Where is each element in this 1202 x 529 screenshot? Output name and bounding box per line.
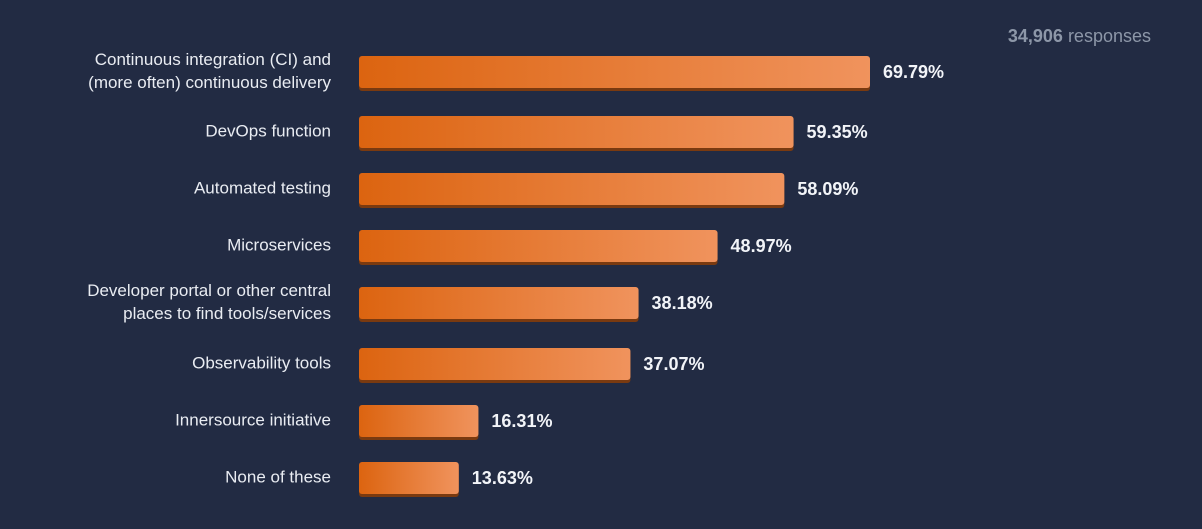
bar-row: Automated testing 58.09% [194, 173, 858, 208]
category-label-line: Automated testing [194, 178, 331, 197]
category-label-line: None of these [225, 467, 331, 486]
bar[interactable] [359, 287, 639, 319]
responses-count: 34,906 [1007, 26, 1063, 46]
responses-summary: 34,906 responses [1008, 26, 1151, 47]
value-label: 69.79% [883, 62, 944, 82]
category-label: None of these [225, 467, 331, 486]
bar-row: Microservices 48.97% [227, 230, 792, 265]
value-label: 59.35% [807, 122, 868, 142]
bar[interactable] [359, 462, 459, 494]
category-label-line: places to find tools/services [123, 304, 331, 323]
bar-row: Observability tools 37.07% [192, 348, 704, 383]
bar-row: Developer portal or other central places … [87, 281, 712, 323]
value-label: 38.18% [652, 293, 713, 313]
bar-row: Innersource initiative 16.31% [175, 405, 552, 440]
bar[interactable] [359, 405, 479, 437]
category-label-line: Microservices [227, 235, 331, 254]
category-label-line: Developer portal or other central [87, 281, 331, 300]
category-label-line: DevOps function [205, 121, 331, 140]
bars-layer: Continuous integration (CI) and (more oft… [87, 50, 944, 497]
bar-row: Continuous integration (CI) and (more oft… [88, 50, 944, 92]
bar[interactable] [359, 348, 631, 380]
value-label: 13.63% [472, 468, 533, 488]
bar-row: DevOps function 59.35% [205, 116, 868, 151]
category-label: Microservices [227, 235, 331, 254]
value-label: 16.31% [491, 411, 552, 431]
category-label: DevOps function [205, 121, 331, 140]
category-label-line: (more often) continuous delivery [88, 73, 331, 92]
category-label: Observability tools [192, 353, 331, 372]
bar[interactable] [359, 230, 718, 262]
category-label: Developer portal or other central places … [87, 281, 331, 323]
value-label: 58.09% [797, 179, 858, 199]
category-label: Automated testing [194, 178, 331, 197]
category-label: Innersource initiative [175, 410, 331, 429]
bar-row: None of these 13.63% [225, 462, 533, 497]
category-label-line: Continuous integration (CI) and [95, 50, 331, 69]
category-label-line: Innersource initiative [175, 410, 331, 429]
bar[interactable] [359, 116, 794, 148]
value-label: 48.97% [731, 236, 792, 256]
bar[interactable] [359, 56, 870, 88]
value-label: 37.07% [643, 354, 704, 374]
category-label: Continuous integration (CI) and (more oft… [88, 50, 331, 92]
category-label-line: Observability tools [192, 353, 331, 372]
bar[interactable] [359, 173, 785, 205]
responses-label: responses [1067, 26, 1151, 46]
